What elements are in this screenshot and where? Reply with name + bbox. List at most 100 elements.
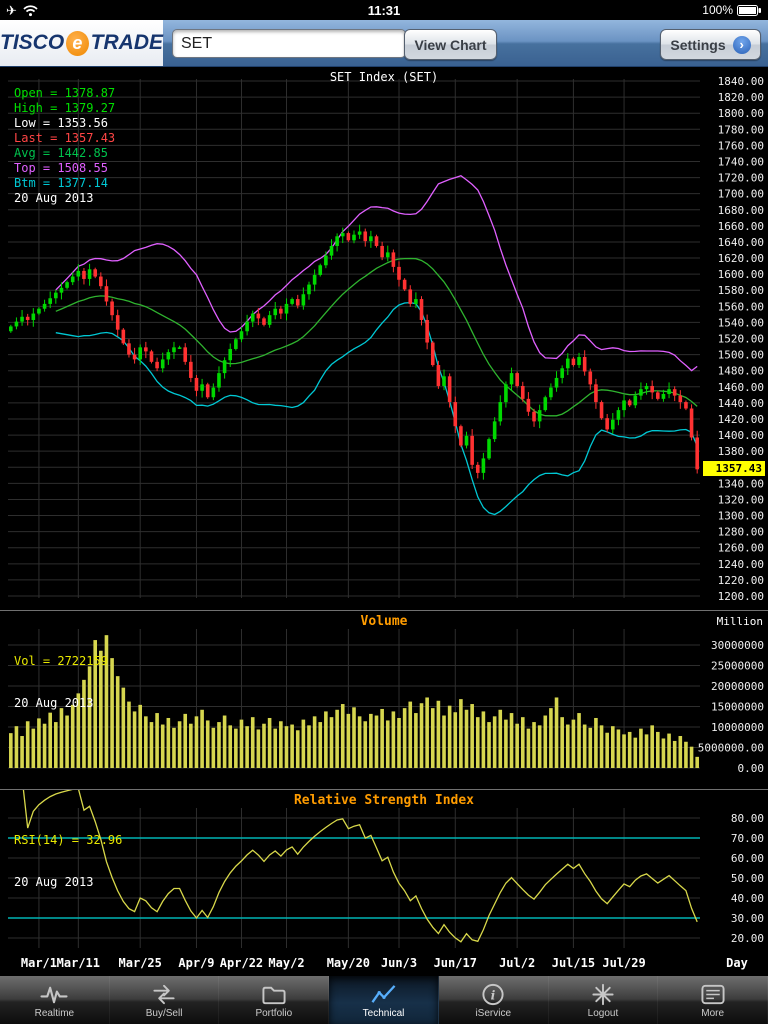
volume-title: Volume: [360, 614, 408, 629]
svg-text:10000000: 10000000: [711, 721, 764, 734]
svg-text:1680.00: 1680.00: [718, 204, 764, 217]
legend-item-top: Top = 1508.55: [14, 161, 108, 175]
svg-text:1220.00: 1220.00: [718, 574, 764, 587]
symbol-search-input[interactable]: [172, 29, 406, 58]
header-bar: TISCO e TRADE View Chart Settings ›: [0, 20, 768, 67]
svg-text:1480.00: 1480.00: [718, 365, 764, 378]
rsi-legend: RSI(14) = 32.96 20 Aug 2013: [14, 805, 122, 917]
price-grid: [8, 79, 700, 598]
rsi-chart-canvas[interactable]: 20.00 30.00 40.00 50.00 60.00 70.00 80.00 Mar/1…: [0, 790, 768, 976]
svg-text:15000000: 15000000: [711, 701, 764, 714]
svg-text:1200.00: 1200.00: [718, 590, 764, 603]
volume-axis-labels: 30000000 25000000 20000000 15000000 10000000…: [698, 639, 764, 775]
svg-text:50.00: 50.00: [731, 872, 764, 885]
x-axis-labels: Mar/1 Mar/11 Mar/25 Apr/9 Apr/22 May/2 May/20 J…: [21, 956, 748, 970]
svg-text:0.00: 0.00: [738, 762, 765, 775]
svg-text:Jun/3: Jun/3: [381, 956, 417, 970]
svg-text:1820.00: 1820.00: [718, 91, 764, 104]
svg-text:1560.00: 1560.00: [718, 300, 764, 313]
svg-text:Jul/29: Jul/29: [602, 956, 645, 970]
price-chart-panel: SET Index (SET) Open = 1378.87 High = 137…: [0, 67, 768, 610]
logo-e-mark: e: [66, 30, 89, 56]
svg-text:30000000: 30000000: [711, 639, 764, 652]
rsi-line: [22, 790, 698, 943]
legend-item-last: Last = 1357.43: [14, 131, 116, 145]
app-logo: TISCO e TRADE: [0, 20, 163, 66]
svg-text:1660.00: 1660.00: [718, 220, 764, 233]
svg-text:1440.00: 1440.00: [718, 397, 764, 410]
svg-text:80.00: 80.00: [731, 812, 764, 825]
airplane-mode-icon: ✈: [6, 2, 17, 18]
status-left: ✈: [6, 4, 136, 17]
logo-trade-text: TRADE: [90, 31, 163, 54]
svg-text:Apr/9: Apr/9: [178, 956, 214, 970]
rsi-date: 20 Aug 2013: [14, 875, 94, 889]
legend-item-btm: Btm = 1377.14: [14, 176, 108, 190]
rsi-title: Relative Strength Index: [293, 793, 474, 808]
tab-realtime[interactable]: Realtime: [0, 976, 110, 1024]
volume-chart-canvas[interactable]: 30000000 25000000 20000000 15000000 10000000…: [0, 611, 768, 789]
svg-text:Mar/1: Mar/1: [21, 956, 57, 970]
volume-unit-label: Million: [716, 615, 763, 628]
list-icon: [698, 982, 728, 1007]
svg-text:May/2: May/2: [268, 956, 304, 970]
legend-item-open: Open = 1378.87: [14, 86, 116, 100]
legend-item-avg: Avg = 1442.85: [14, 146, 108, 160]
settings-button[interactable]: Settings ›: [660, 29, 761, 60]
volume-legend: Vol = 2722159 20 Aug 2013: [14, 626, 108, 738]
svg-text:Mar/11: Mar/11: [57, 956, 100, 970]
svg-text:1380.00: 1380.00: [718, 445, 764, 458]
volume-date: 20 Aug 2013: [14, 696, 94, 710]
svg-text:1720.00: 1720.00: [718, 172, 764, 185]
svg-text:20.00: 20.00: [731, 932, 764, 945]
chevron-right-icon: ›: [732, 35, 751, 54]
svg-text:1320.00: 1320.00: [718, 493, 764, 506]
svg-text:1740.00: 1740.00: [718, 155, 764, 168]
svg-text:30.00: 30.00: [731, 912, 764, 925]
svg-text:1700.00: 1700.00: [718, 188, 764, 201]
svg-text:Mar/25: Mar/25: [119, 956, 162, 970]
battery-icon: [737, 4, 761, 16]
svg-text:Jul/2: Jul/2: [499, 956, 535, 970]
info-icon: i: [478, 982, 508, 1007]
band-top-line: [55, 174, 698, 372]
tab-label: Realtime: [34, 1008, 75, 1019]
buysell-arrows-icon: [149, 982, 179, 1007]
tab-iservice[interactable]: i iService: [439, 976, 549, 1024]
view-chart-button[interactable]: View Chart: [404, 29, 497, 60]
svg-text:1280.00: 1280.00: [718, 526, 764, 539]
rsi-axis-labels: 20.00 30.00 40.00 50.00 60.00 70.00 80.00: [731, 812, 764, 945]
svg-text:May/20: May/20: [327, 956, 370, 970]
wifi-icon: [23, 4, 38, 16]
tab-bar: Realtime Buy/Sell Portfolio Technical i iServ…: [0, 975, 768, 1024]
svg-text:1600.00: 1600.00: [718, 268, 764, 281]
settings-label: Settings: [670, 36, 726, 53]
charts-area: SET Index (SET) Open = 1378.87 High = 137…: [0, 67, 768, 976]
price-chart-canvas[interactable]: 1200.00 1220.00 1240.00 1260.00 1280.00 1300.…: [0, 67, 768, 610]
tab-technical[interactable]: Technical: [329, 976, 439, 1024]
svg-text:Day: Day: [726, 956, 748, 970]
chart-date: 20 Aug 2013: [14, 191, 94, 205]
tab-more[interactable]: More: [658, 976, 768, 1024]
price-chart-legend: Open = 1378.87 High = 1379.27 Low = 1353.5…: [14, 86, 115, 206]
svg-text:1840.00: 1840.00: [718, 75, 764, 88]
svg-text:Jul/15: Jul/15: [552, 956, 595, 970]
status-time: 11:31: [367, 2, 401, 18]
tab-label: Logout: [587, 1008, 619, 1019]
svg-text:70.00: 70.00: [731, 832, 764, 845]
waveform-icon: [39, 982, 69, 1007]
tab-buy-sell[interactable]: Buy/Sell: [110, 976, 220, 1024]
battery-percent: 100%: [702, 3, 733, 17]
tab-label: More: [701, 1008, 725, 1019]
rsi-panel: Relative Strength Index RSI(14) = 32.96 …: [0, 789, 768, 976]
volume-value-text: Vol = 2722159: [14, 654, 108, 668]
svg-text:1500.00: 1500.00: [718, 349, 764, 362]
tab-logout[interactable]: Logout: [549, 976, 659, 1024]
status-bar: ✈ 11:31 100%: [0, 0, 768, 20]
view-chart-label: View Chart: [414, 36, 487, 53]
svg-text:1300.00: 1300.00: [718, 510, 764, 523]
last-price-tag: 1357.43: [703, 461, 765, 477]
tab-label: Technical: [362, 1008, 405, 1019]
rsi-value-text: RSI(14) = 32.96: [14, 833, 123, 847]
tab-portfolio[interactable]: Portfolio: [219, 976, 330, 1024]
